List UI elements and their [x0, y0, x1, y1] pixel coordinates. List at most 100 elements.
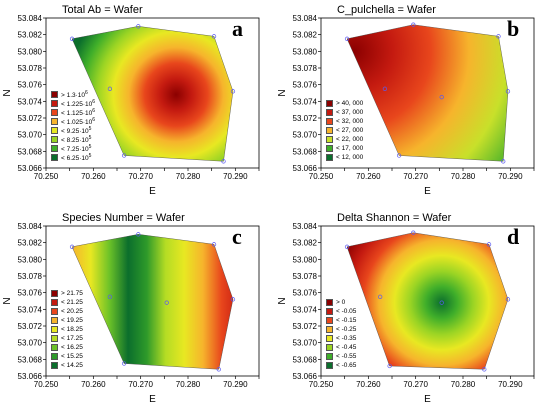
legend-label: < 8.25·105: [61, 134, 92, 145]
legend-entry: < -0.15: [326, 316, 356, 325]
station-point: [107, 86, 113, 91]
y-tick-label: 53.080: [293, 255, 318, 264]
y-axis-label: N: [2, 89, 13, 96]
chart-svg: 70.250 70.260 70.270 70.280 70.290 53.066 53.0…: [2, 222, 260, 405]
legend-entry: < -0.65: [326, 361, 356, 370]
x-tick-label: 70.270: [128, 172, 153, 181]
y-tick-label: 53.066: [293, 372, 318, 381]
legend-entry: < 17.25: [51, 334, 83, 343]
panel-title: Species Number = Wafer: [62, 212, 185, 224]
x-tick-label: 70.290: [223, 380, 248, 389]
x-tick-label: 70.280: [451, 380, 476, 389]
legend-label: < 20.25: [61, 308, 83, 315]
y-tick-label: 53.082: [18, 239, 43, 248]
contour-surface: [71, 26, 234, 162]
legend-swatch: [51, 91, 58, 98]
y-tick-label: 53.078: [293, 272, 318, 281]
station-point: [344, 36, 350, 41]
legend-entry: < 6.25·105: [51, 153, 95, 162]
contour-surface: [346, 232, 509, 370]
station-point: [482, 367, 487, 372]
legend-entry: < 1.025·106: [51, 117, 95, 126]
legend-entry: < 37, 000: [326, 108, 363, 117]
station-point: [411, 230, 416, 235]
station-point: [221, 159, 226, 164]
x-tick-label: 70.280: [176, 380, 201, 389]
legend-label: < 6.25·105: [61, 152, 92, 163]
legend-label: < 17.25: [61, 335, 83, 342]
station-point: [378, 294, 383, 299]
x-tick-label: 70.260: [356, 380, 381, 389]
legend-swatch: [51, 317, 58, 324]
legend-label: < -0.05: [336, 308, 357, 315]
x-tick-label: 70.290: [498, 380, 523, 389]
y-tick-label: 53.074: [293, 305, 318, 314]
station-point: [211, 34, 217, 39]
station-point: [230, 89, 236, 94]
x-tick-label: 70.260: [81, 380, 106, 389]
chart-panel-b: 70.250 70.260 70.270 70.280 70.290 53.066 53.0…: [275, 0, 550, 208]
y-tick-label: 53.080: [293, 47, 318, 56]
y-tick-label: 53.066: [293, 164, 318, 173]
y-tick-label: 53.076: [18, 289, 43, 298]
legend-label: > 0: [336, 299, 346, 306]
x-tick-label: 70.270: [403, 380, 428, 389]
legend-swatch: [326, 127, 333, 134]
y-tick-label: 53.074: [18, 305, 43, 314]
legend-entry: < 27, 000: [326, 126, 363, 135]
station-point: [439, 95, 444, 100]
legend-swatch: [51, 109, 58, 116]
x-tick-label: 70.280: [451, 172, 476, 181]
legend: > 40, 000 < 37, 000 < 32, 000 < 27, 000 < 22…: [326, 99, 363, 162]
legend-label: < 27, 000: [336, 127, 364, 134]
legend-entry: < 22, 000: [326, 135, 363, 144]
station-point: [387, 363, 392, 369]
legend-swatch: [326, 118, 333, 125]
contour-surface: [71, 234, 234, 370]
legend-exponent: 5: [88, 143, 92, 150]
legend-exponent: 6: [92, 107, 96, 114]
legend-entry: < -0.55: [326, 352, 356, 361]
station-point: [344, 244, 350, 249]
legend-swatch: [51, 154, 58, 161]
legend-label: < 32, 000: [336, 118, 364, 125]
y-tick-label: 53.068: [18, 147, 43, 156]
x-axis-label: E: [424, 186, 431, 197]
legend: > 0 < -0.05 < -0.15 < -0.25 < -0.35 < -0.45 < …: [326, 298, 356, 370]
station-point: [69, 36, 75, 41]
legend-entry: < 19.25: [51, 316, 83, 325]
legend-entry: < 8.25·105: [51, 135, 95, 144]
legend-swatch: [326, 100, 333, 107]
y-tick-label: 53.076: [18, 81, 43, 90]
x-tick-label: 70.290: [223, 172, 248, 181]
x-tick-label: 70.250: [309, 172, 334, 181]
contour-surface: [346, 24, 509, 162]
x-tick-label: 70.250: [309, 380, 334, 389]
station-point: [496, 34, 501, 39]
station-point: [216, 367, 221, 372]
x-tick-label: 70.260: [81, 172, 106, 181]
legend-label: < 21.25: [61, 299, 83, 306]
legend-swatch: [326, 154, 333, 161]
chart-svg: 70.250 70.260 70.270 70.280 70.290 53.066 53.0…: [277, 14, 535, 197]
y-axis-label: N: [277, 297, 288, 304]
legend-label: > 1.3·106: [61, 89, 88, 100]
legend-swatch: [326, 317, 333, 324]
legend-swatch: [326, 136, 333, 143]
legend-entry: > 1.3·106: [51, 90, 95, 99]
station-point: [136, 232, 141, 237]
y-tick-label: 53.084: [18, 222, 43, 231]
y-tick-label: 53.084: [293, 222, 318, 231]
station-point: [505, 297, 511, 302]
legend-entry: < 12, 000: [326, 153, 363, 162]
legend-entry: < 1.125·106: [51, 108, 95, 117]
x-tick-label: 70.250: [34, 380, 59, 389]
x-axis-label: E: [149, 186, 156, 197]
panel-letter: a: [232, 16, 243, 41]
legend-label: < 18.25: [61, 326, 83, 333]
legend-entry: > 40, 000: [326, 99, 363, 108]
legend-entry: < 21.25: [51, 298, 83, 307]
legend-swatch: [326, 308, 333, 315]
station-point: [505, 89, 511, 94]
y-tick-label: 53.072: [18, 322, 43, 331]
